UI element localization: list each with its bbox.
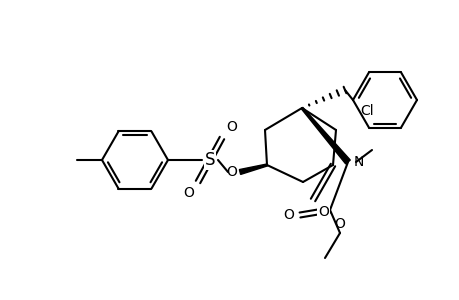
Text: O: O: [225, 120, 236, 134]
Text: O: O: [334, 217, 345, 231]
Text: Cl: Cl: [359, 104, 373, 118]
Text: O: O: [183, 186, 194, 200]
Text: O: O: [226, 165, 236, 179]
Text: N: N: [353, 155, 364, 169]
Text: S: S: [204, 151, 215, 169]
Text: O: O: [282, 208, 293, 222]
Text: O: O: [317, 205, 328, 219]
Polygon shape: [239, 164, 267, 174]
Polygon shape: [301, 107, 349, 164]
